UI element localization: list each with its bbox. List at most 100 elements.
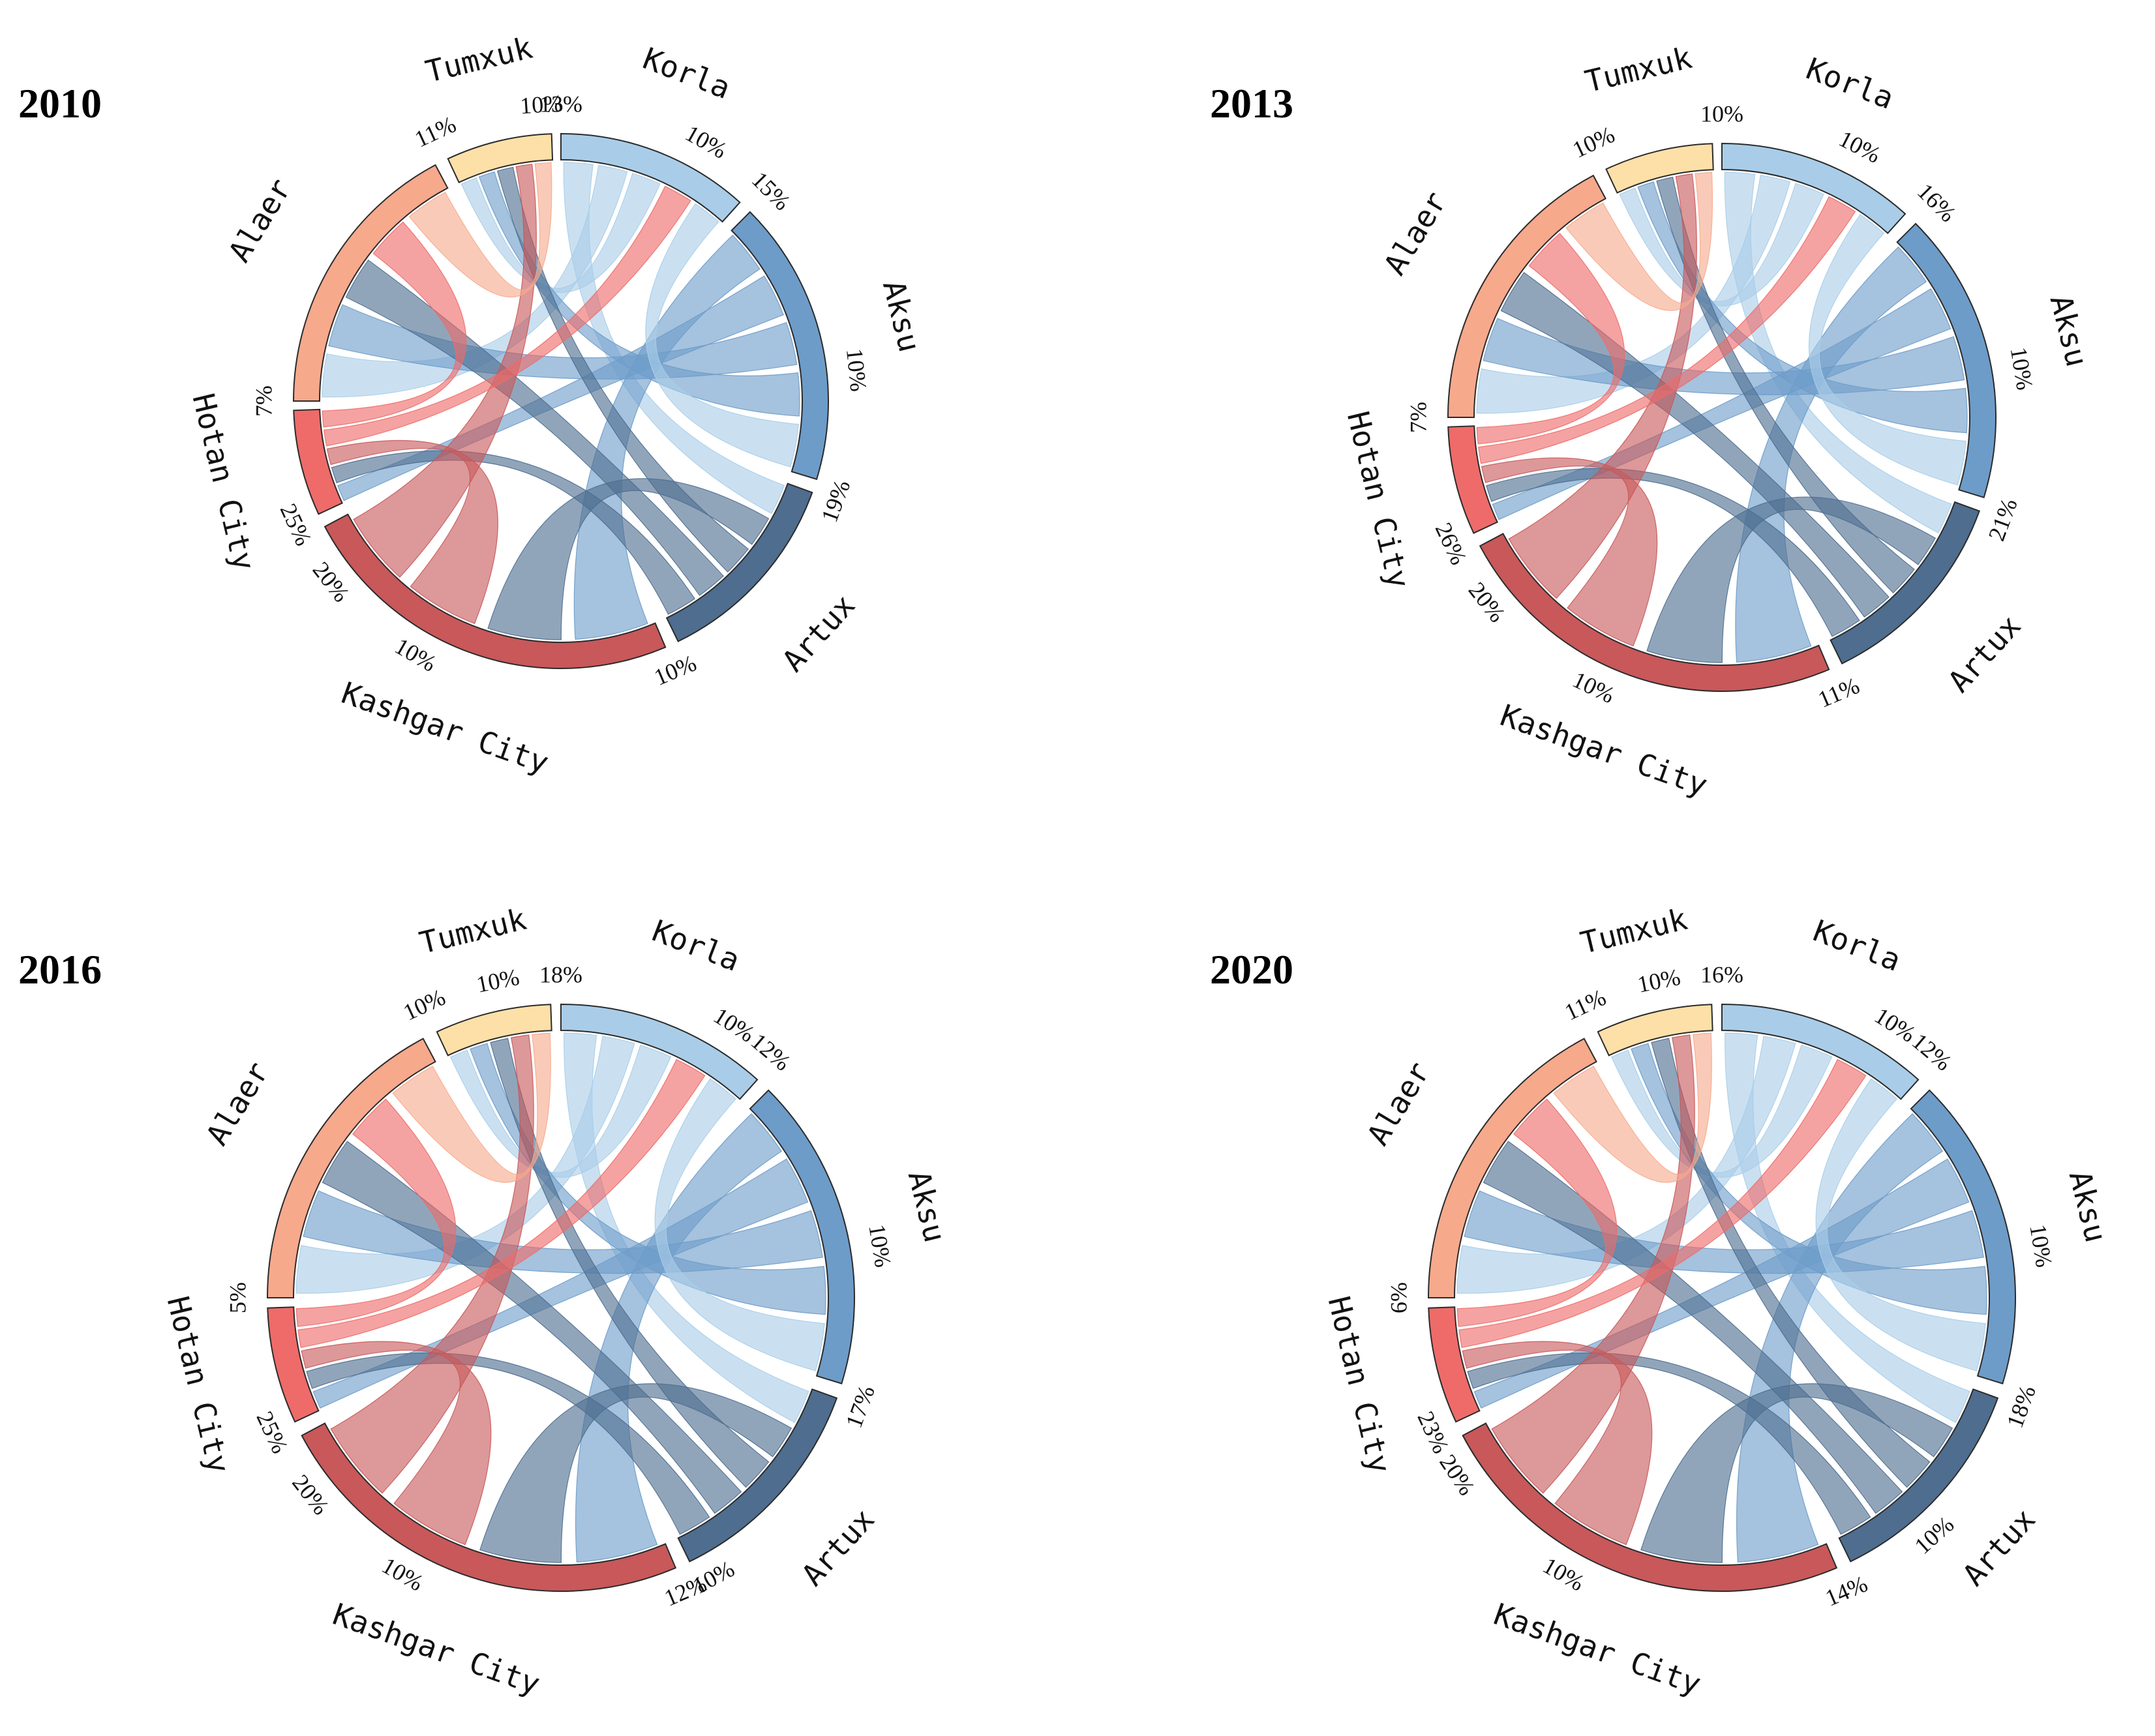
chord-flow xyxy=(301,1341,492,1546)
percent-tick-label: 12% xyxy=(746,1028,796,1075)
chord-flow xyxy=(478,171,800,417)
chord-flow xyxy=(322,221,467,428)
ring-segment xyxy=(292,164,449,402)
city-label: Hotan City xyxy=(186,390,262,574)
percent-tick-label: 5% xyxy=(224,1282,250,1313)
chord-flow xyxy=(1565,172,1713,311)
city-label: Kashgar City xyxy=(337,675,553,781)
percent-tick-label: 10% xyxy=(1700,100,1743,127)
city-label: Artux xyxy=(1941,608,2028,699)
ring-segment xyxy=(560,1003,759,1100)
chord-flow xyxy=(303,1190,823,1274)
ring-segment xyxy=(1447,174,1606,418)
percent-tick-label: 11% xyxy=(411,111,460,153)
percent-tick-label: 10% xyxy=(2025,1223,2057,1270)
city-label: Artux xyxy=(794,1502,881,1593)
chord-flow xyxy=(322,1141,742,1514)
chord-panel-2013: 2013 Korla Aksu Artux Kashgar City Hotan City… xyxy=(1210,40,2095,803)
city-label: Tumxuk xyxy=(1577,901,1691,961)
chord-flow xyxy=(1456,1098,1618,1327)
city-label: Alaer xyxy=(199,1056,276,1152)
ring-segment xyxy=(1597,1004,1713,1056)
chord-flow xyxy=(1631,1043,1987,1315)
chord-flow xyxy=(295,1098,457,1327)
ring-segment xyxy=(1462,1422,1838,1592)
percent-tick-label: 10% xyxy=(650,650,700,691)
percent-tick-label: 10% xyxy=(1910,1511,1959,1559)
chord-flow xyxy=(1637,181,1968,434)
city-label: Tumxuk xyxy=(1582,40,1695,99)
chord-flow xyxy=(1483,318,1965,395)
chord-flow xyxy=(1619,183,1824,307)
percent-tick-label: 15% xyxy=(747,166,796,215)
chord-flow xyxy=(449,1044,672,1178)
percent-tick-label: 25% xyxy=(251,1407,293,1458)
chord-flow xyxy=(645,203,799,468)
city-label: Kashgar City xyxy=(1496,698,1712,803)
city-label: Aksu xyxy=(2043,292,2095,370)
ring-segment xyxy=(1896,222,1997,499)
chord-flow xyxy=(1553,1032,1712,1183)
city-label: Aksu xyxy=(876,277,927,355)
percent-tick-label: 10% xyxy=(864,1223,896,1270)
ring-segment xyxy=(447,133,554,183)
chord-flow xyxy=(1610,1044,1833,1178)
percent-tick-label: 11% xyxy=(1814,672,1863,713)
chord-flow xyxy=(297,1058,706,1349)
percent-tick-label: 23% xyxy=(1412,1407,1454,1458)
ring-segment xyxy=(324,513,667,669)
ring-segment xyxy=(560,132,741,223)
ring-segment xyxy=(1428,1306,1481,1423)
percent-tick-label: 16% xyxy=(1700,961,1743,987)
percent-tick-label: 11% xyxy=(1561,984,1610,1026)
percent-tick-label: 18% xyxy=(539,961,582,987)
chord-flow xyxy=(324,185,691,447)
chord-panel-2020: 2020 Korla Aksu Artux Kashgar City Hotan City… xyxy=(1210,901,2114,1702)
city-label: Alaer xyxy=(1377,185,1454,281)
percent-tick-label: 12% xyxy=(1907,1028,1957,1075)
percent-tick-label: 10% xyxy=(474,964,522,998)
ring-segment xyxy=(1605,143,1714,194)
chord-flow xyxy=(408,162,552,297)
chord-flow xyxy=(1815,1078,1986,1371)
chord-flow xyxy=(1483,1141,1903,1514)
city-label: Aksu xyxy=(2062,1167,2114,1246)
panel-year-label: 2013 xyxy=(1210,80,1293,127)
city-label: Alaer xyxy=(1360,1056,1437,1152)
percent-tick-label: 10% xyxy=(399,984,449,1026)
city-label: Korla xyxy=(648,913,745,978)
percent-tick-label: 20% xyxy=(1434,1450,1480,1500)
percent-tick-label: 10% xyxy=(681,120,731,164)
percent-tick-label: 10% xyxy=(391,633,441,677)
city-label: Hotan City xyxy=(1321,1293,1398,1476)
ring-segment xyxy=(1427,1038,1597,1298)
chord-flow xyxy=(328,304,798,380)
city-label: Hotan City xyxy=(160,1293,237,1476)
percent-tick-label: 10% xyxy=(1569,121,1619,163)
ring-segment xyxy=(266,1038,436,1298)
chord-flow xyxy=(654,1078,825,1371)
city-label: Alaer xyxy=(222,172,299,268)
chord-panel-2016: 2016 Korla Aksu Artux Kashgar City Hotan City… xyxy=(18,901,953,1702)
percent-tick-label: 10% xyxy=(1835,125,1885,168)
chord-flow xyxy=(1491,1034,1695,1494)
percent-tick-label: 14% xyxy=(1822,1570,1871,1611)
chord-flow xyxy=(1508,173,1697,599)
percent-tick-label: 17% xyxy=(841,1382,880,1431)
ring-segment xyxy=(267,1306,320,1423)
percent-tick-label: 20% xyxy=(308,557,355,607)
percent-tick-label: 7% xyxy=(1405,402,1431,433)
percent-tick-label: 10% xyxy=(378,1552,428,1596)
percent-tick-label: 13% xyxy=(539,91,582,117)
percent-tick-label: 10% xyxy=(2006,345,2038,392)
panel-year-label: 2020 xyxy=(1210,946,1293,993)
percent-tick-label: 10% xyxy=(1569,666,1619,708)
city-label: Tumxuk xyxy=(422,30,535,89)
percent-tick-label: 18% xyxy=(2002,1382,2041,1431)
percent-tick-label: 21% xyxy=(1983,495,2023,545)
ring-segment xyxy=(677,1388,838,1563)
panel-year-label: 2016 xyxy=(18,946,102,993)
ring-segment xyxy=(1910,1089,2016,1384)
ring-segment xyxy=(749,1089,855,1384)
